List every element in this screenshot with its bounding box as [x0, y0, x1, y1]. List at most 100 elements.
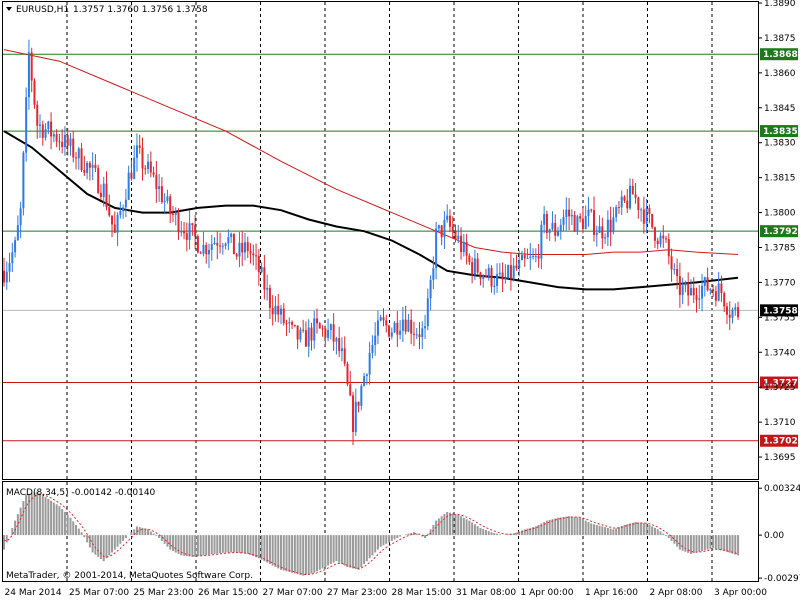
candle-body: [656, 240, 659, 245]
current-price-tag: [760, 304, 798, 317]
candle-body: [249, 251, 252, 254]
y-tick-label: 1.3710: [764, 418, 796, 428]
candle-body: [307, 327, 310, 347]
candle-body: [243, 242, 246, 253]
candle-body: [363, 375, 366, 386]
candle-body: [11, 252, 14, 264]
candle-body: [473, 258, 476, 275]
candle-body: [207, 249, 210, 255]
candle-body: [620, 196, 623, 208]
candle-body: [285, 322, 288, 324]
candle-body: [354, 401, 357, 432]
candle-body: [111, 215, 114, 225]
candle-body: [576, 216, 579, 232]
candle-body: [213, 242, 216, 245]
candle-body: [293, 324, 296, 326]
candle-body: [557, 230, 559, 236]
candle-body: [271, 307, 274, 315]
level-tag: [760, 434, 798, 447]
candle-body: [410, 319, 413, 334]
candle-body: [645, 208, 648, 224]
candle-body: [158, 186, 161, 190]
candle-body: [329, 324, 332, 330]
candle-body: [642, 209, 645, 224]
candle-body: [678, 276, 681, 295]
level-tag: [760, 125, 798, 138]
candle-body: [113, 224, 116, 233]
candle-body: [241, 242, 244, 253]
candle-body: [332, 324, 335, 342]
candle-body: [33, 80, 36, 105]
y-tick-label: 1.3875: [764, 34, 796, 44]
candle-body: [479, 272, 482, 279]
candle-body: [310, 327, 313, 341]
candle-body: [39, 124, 42, 126]
x-tick-label: 27 Mar 23:00: [327, 588, 387, 598]
candle-body: [376, 320, 379, 336]
candle-body: [246, 242, 249, 252]
candle-body: [260, 267, 263, 273]
level-tag: [760, 225, 798, 238]
candle-body: [360, 385, 363, 406]
candle-body: [127, 172, 130, 200]
candle-body: [537, 256, 540, 259]
candle-body: [25, 97, 28, 153]
candle-body: [5, 271, 8, 283]
candle-body: [551, 222, 554, 230]
candle-body: [52, 134, 55, 137]
candle-body: [3, 270, 5, 283]
candle-body: [570, 214, 573, 217]
candle-body: [737, 307, 740, 318]
candle-body: [487, 268, 490, 277]
candle-body: [714, 291, 717, 301]
candle-body: [712, 289, 715, 292]
candle-body: [520, 255, 523, 261]
candle-body: [662, 235, 665, 239]
candle-body: [83, 170, 86, 173]
candle-body: [593, 210, 596, 235]
candle-body: [701, 285, 704, 299]
candle-body: [152, 172, 155, 175]
candle-body: [501, 272, 504, 280]
candle-body: [318, 323, 321, 329]
y-tick-label: 1.3755: [764, 313, 796, 323]
candle-body: [119, 211, 122, 215]
horizontal-levels: [3, 53, 758, 442]
candle-body: [227, 237, 230, 244]
candle-body: [349, 384, 352, 396]
candle-body: [80, 148, 83, 171]
candle-body: [174, 212, 177, 215]
candle-body: [568, 209, 571, 217]
candle-body: [581, 218, 584, 230]
candle-body: [277, 306, 280, 315]
dropdown-triangle-icon[interactable]: [6, 7, 12, 11]
candle-body: [532, 256, 535, 258]
candle-body: [108, 207, 111, 216]
candle-body: [255, 255, 258, 257]
y-tick-label: 1.3890: [764, 0, 796, 9]
candle-body: [63, 135, 66, 147]
candle-body: [509, 265, 512, 279]
candle-body: [390, 332, 393, 337]
candle-body: [725, 306, 728, 315]
candle-body: [69, 138, 72, 146]
candle-body: [684, 283, 687, 286]
ma-line: [3, 49, 739, 255]
candle-body: [216, 242, 219, 246]
candle-body: [404, 319, 407, 332]
y-tick-label: 1.3770: [764, 278, 796, 288]
candle-body: [19, 208, 22, 226]
candle-body: [130, 172, 133, 179]
candle-body: [196, 236, 199, 253]
candle-body: [412, 333, 415, 335]
candle-body: [180, 231, 183, 233]
candle-body: [498, 272, 501, 275]
candle-body: [282, 308, 285, 323]
candle-body: [202, 245, 205, 254]
x-tick-label: 2 Apr 08:00: [650, 588, 703, 598]
candle-body: [637, 197, 640, 210]
candle-body: [623, 196, 626, 201]
candle-body: [534, 256, 537, 258]
level-tag-label: 1.3727: [763, 379, 798, 389]
